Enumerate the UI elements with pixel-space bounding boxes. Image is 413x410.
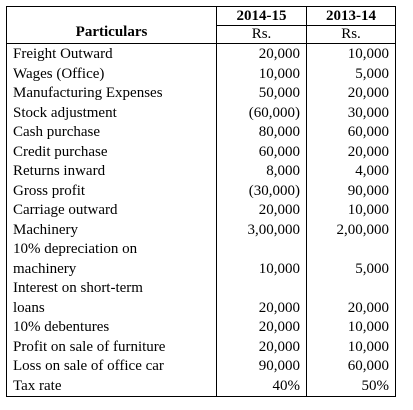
value-2013-14: 20,000 — [347, 299, 389, 316]
year-2013-14-header-cell: 2013-14 Rs. — [306, 6, 396, 44]
value-2013-14 — [307, 279, 395, 299]
particulars-header-cell: Particulars — [6, 6, 217, 44]
value-2014-15: 50,000 — [258, 85, 300, 101]
row-label: Loss on sale of office car — [13, 358, 164, 374]
value-2014-15: 20,000 — [258, 319, 300, 335]
row-label: Gross profit — [13, 182, 86, 199]
row-label: Machinery — [13, 221, 78, 238]
row-label: Interest on short-term — [13, 280, 143, 296]
value-2013-14: 20,000 — [347, 143, 389, 160]
value-2013-14: 5,000 — [355, 260, 389, 277]
value-2013-14 — [307, 240, 395, 260]
year-2014-15-header-cell: 2014-15 Rs. — [216, 6, 307, 44]
unit-2013-14-header: Rs. — [341, 26, 361, 42]
value-2014-15: 20,000 — [258, 338, 300, 355]
value-2013-14: 50% — [361, 377, 390, 394]
value-2013-14: 30,000 — [347, 104, 389, 121]
value-2014-15: 3,00,000 — [247, 221, 301, 238]
value-2013-14: 90,000 — [347, 182, 389, 199]
value-2014-15: 10,000 — [258, 260, 300, 277]
value-2013-14: 10,000 — [347, 46, 389, 62]
row-label: 10% debentures — [13, 319, 110, 335]
value-2013-14: 20,000 — [347, 85, 389, 101]
value-2013-14: 60,000 — [347, 358, 389, 374]
row-label: Cash purchase — [13, 124, 101, 140]
unit-2014-15-header: Rs. — [251, 26, 272, 42]
values-2013-14-column: 10,000 5,000 20,000 30,000 60,000 20,000 4,000… — [306, 43, 396, 397]
row-label: Stock adjustment — [13, 104, 117, 121]
value-2013-14: 2,00,000 — [336, 221, 390, 238]
row-label: loans — [13, 299, 45, 316]
row-label: Profit on sale of furniture — [13, 338, 166, 355]
row-label: Returns inward — [13, 163, 106, 179]
value-2014-15: (60,000) — [248, 104, 300, 121]
particulars-table: Particulars 2014-15 Rs. 2013-14 Rs. Frei… — [6, 6, 396, 397]
value-2014-15: 20,000 — [258, 46, 300, 62]
particulars-header: Particulars — [75, 24, 148, 40]
row-label: Freight Outward — [13, 46, 113, 62]
row-label: Credit purchase — [13, 143, 108, 160]
value-2013-14: 5,000 — [355, 65, 389, 82]
value-2013-14: 60,000 — [347, 124, 389, 140]
value-2014-15: 8,000 — [266, 163, 300, 179]
value-2014-15: 20,000 — [258, 299, 300, 316]
value-2013-14: 4,000 — [355, 163, 389, 179]
value-2013-14: 10,000 — [347, 338, 389, 355]
value-2014-15: 60,000 — [258, 143, 300, 160]
row-label: Manufacturing Expenses — [13, 85, 163, 101]
value-2013-14: 10,000 — [347, 202, 389, 218]
value-2013-14: 10,000 — [347, 319, 389, 335]
value-2014-15: 80,000 — [258, 124, 300, 140]
value-2014-15: 40% — [272, 377, 301, 394]
particulars-column: Freight Outward Wages (Office) Manufacturi… — [6, 43, 217, 397]
header-row: Particulars 2014-15 Rs. 2013-14 Rs. — [6, 6, 396, 44]
value-2014-15: (30,000) — [248, 182, 300, 199]
row-label: 10% depreciation on — [13, 241, 138, 257]
value-2014-15 — [217, 279, 306, 299]
value-2014-15: 90,000 — [258, 358, 300, 374]
year-2014-15-header: 2014-15 — [217, 8, 306, 26]
value-2014-15 — [217, 240, 306, 260]
row-label: machinery — [13, 260, 77, 277]
values-2014-15-column: 20,000 10,000 50,000 (60,000) 80,000 60,000 8,… — [216, 43, 307, 397]
row-label: Wages (Office) — [13, 65, 105, 82]
value-2014-15: 20,000 — [258, 202, 300, 218]
row-label: Tax rate — [13, 377, 62, 394]
row-label: Carriage outward — [13, 202, 118, 218]
value-2014-15: 10,000 — [258, 65, 300, 82]
table-body-row: Freight Outward Wages (Office) Manufacturi… — [6, 43, 396, 397]
year-2013-14-header: 2013-14 — [307, 8, 395, 26]
